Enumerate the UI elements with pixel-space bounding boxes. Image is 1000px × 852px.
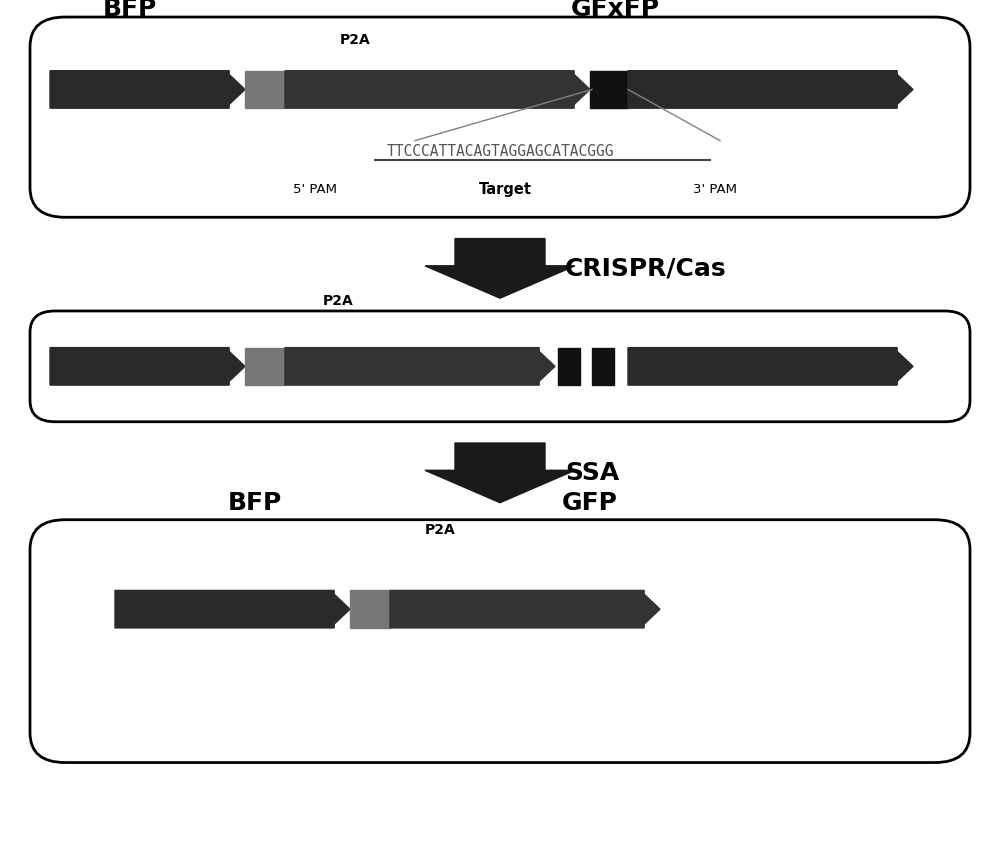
- Text: SSA: SSA: [565, 461, 619, 485]
- Polygon shape: [245, 71, 285, 108]
- Polygon shape: [425, 443, 575, 503]
- Text: 3' PAM: 3' PAM: [693, 182, 737, 196]
- Polygon shape: [425, 239, 575, 298]
- Text: P2A: P2A: [425, 523, 455, 537]
- Text: GFP: GFP: [562, 492, 618, 515]
- Polygon shape: [285, 71, 590, 108]
- Text: BFP: BFP: [228, 492, 282, 515]
- Polygon shape: [50, 348, 245, 385]
- Text: GFxFP: GFxFP: [570, 0, 660, 21]
- Text: 5' PAM: 5' PAM: [293, 182, 337, 196]
- Polygon shape: [285, 348, 555, 385]
- Text: Target: Target: [479, 181, 532, 197]
- Polygon shape: [628, 71, 913, 108]
- Polygon shape: [592, 348, 614, 385]
- Text: BFP: BFP: [103, 0, 157, 21]
- Text: CRISPR/Cas: CRISPR/Cas: [565, 256, 727, 280]
- Text: P2A: P2A: [323, 295, 353, 308]
- Polygon shape: [558, 348, 580, 385]
- Polygon shape: [350, 590, 390, 628]
- FancyBboxPatch shape: [30, 17, 970, 217]
- Polygon shape: [115, 590, 350, 628]
- Polygon shape: [50, 71, 245, 108]
- Polygon shape: [590, 71, 628, 108]
- Polygon shape: [628, 348, 913, 385]
- Text: TTCCCATTACAGTAGGAGCATACGGG: TTCCCATTACAGTAGGAGCATACGGG: [386, 144, 614, 159]
- Polygon shape: [390, 590, 660, 628]
- Text: P2A: P2A: [340, 33, 370, 47]
- FancyBboxPatch shape: [30, 311, 970, 422]
- Polygon shape: [245, 348, 285, 385]
- FancyBboxPatch shape: [30, 520, 970, 763]
